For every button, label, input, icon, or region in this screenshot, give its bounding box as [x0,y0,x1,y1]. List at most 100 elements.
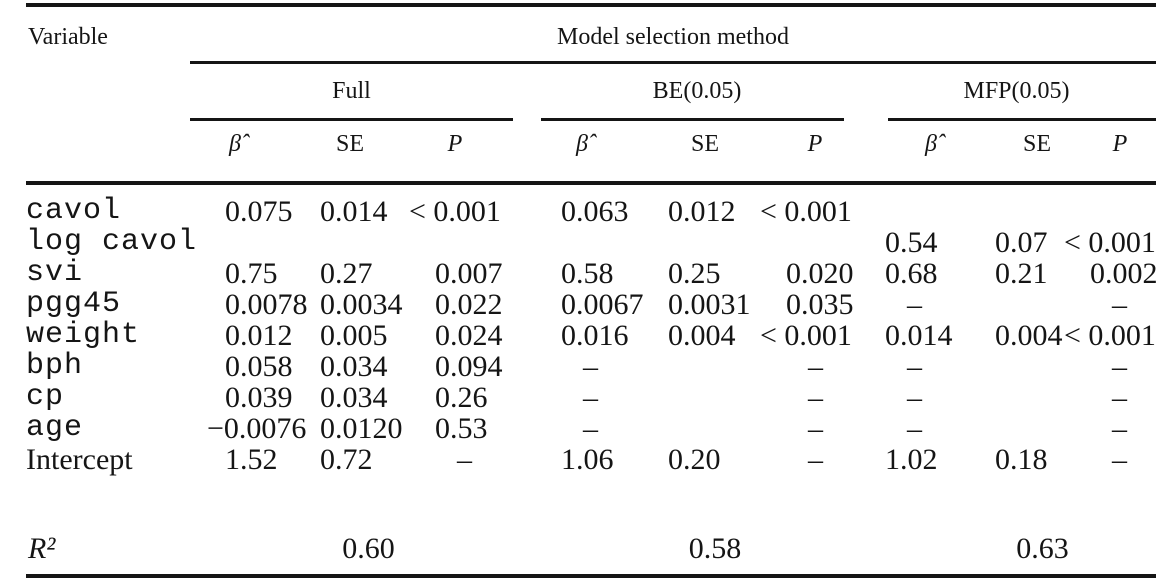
variable-label: Intercept [26,443,133,476]
cell [417,227,517,258]
col-header-be-p: P [807,131,823,157]
cell: 0.014 [885,319,953,352]
cell: 0.002 [1090,257,1158,290]
col-header-mfp-p: P [1112,131,1128,157]
empty-cell [762,533,877,564]
r-squared-label: R² [28,532,56,565]
col-header-full-beta: β̂ [229,131,241,157]
model-selection-method-header: Model selection method [557,24,789,50]
empty-cell [417,533,517,564]
cell: 0.014 [320,195,388,228]
cell: 0.039 [225,381,293,414]
cell [985,289,1090,320]
cell: < 0.001 [409,195,501,228]
cell: 0.034 [320,350,388,383]
cell: 0.0120 [320,412,403,445]
cell: – [583,412,598,445]
cell: 0.0034 [320,288,403,321]
cell: – [907,288,922,321]
group-rule-full [190,118,513,121]
table-row: bph 0.058 0.034 0.094 – – – – [26,350,1156,383]
coefficients-table: cavol 0.075 0.014 < 0.001 0.063 0.012 < … [26,194,1158,565]
cell: 0.54 [885,226,938,259]
cell [985,382,1090,413]
variable-label: svi [26,256,84,290]
cell: 0.20 [668,443,721,476]
cell [985,351,1090,382]
table-row: cavol 0.075 0.014 < 0.001 0.063 0.012 < … [26,194,1156,228]
cell [305,227,417,258]
cell: 1.52 [225,443,278,476]
cell: – [583,350,598,383]
cell: – [457,443,472,476]
cell: – [583,381,598,414]
cell: 0.07 [995,226,1048,259]
cell: 0.094 [435,350,503,383]
group-header-mfp: MFP(0.05) [963,78,1070,104]
cell [648,227,762,258]
col-header-full-se: SE [335,131,364,157]
cell: −0.0076 [207,412,307,445]
empty-cell [517,533,648,564]
cell: 0.27 [320,257,373,290]
cell: 0.53 [435,412,488,445]
cell: 0.72 [320,443,373,476]
table-row: log cavol 0.54 0.07 < 0.001 [26,226,1156,259]
bottom-rule [26,574,1156,578]
table-row: cp 0.039 0.034 0.26 – – – – [26,381,1156,414]
cell [648,382,762,413]
cell: 1.02 [885,443,938,476]
cell: 0.18 [995,443,1048,476]
cell: 0.005 [320,319,388,352]
cell: 0.21 [995,257,1048,290]
cell: 0.68 [885,257,938,290]
group-header-full: Full [332,78,371,104]
group-rule-mfp [888,118,1156,121]
cell: – [1112,412,1127,445]
empty-cell [190,533,305,564]
table-row: age −0.0076 0.0120 0.53 – – – – [26,411,1156,445]
table-row: svi 0.75 0.27 0.007 0.58 0.25 0.020 0.68… [26,256,1158,290]
cell: – [808,350,823,383]
cell: 0.075 [225,195,293,228]
cell: < 0.001 [760,195,852,228]
table-row: weight 0.012 0.005 0.024 0.016 0.004 < 0… [26,319,1156,352]
cell: – [808,412,823,445]
col-header-be-se: SE [690,131,719,157]
model-selection-method-rule [190,61,1156,64]
cell [877,196,985,227]
cell [1090,196,1156,227]
cell: 0.004 [668,319,736,352]
cell: 0.035 [786,288,854,321]
cell: – [907,381,922,414]
cell [648,413,762,444]
spacer [26,475,1156,533]
cell: < 0.001 [1064,226,1156,259]
cell: 0.58 [561,257,614,290]
variable-column-header: Variable [28,24,108,50]
cell [762,227,877,258]
spacer-row [26,475,1156,533]
cell: – [808,381,823,414]
cell [985,413,1090,444]
cell: – [1112,443,1127,476]
cell: 0.012 [225,319,293,352]
r-squared-be: 0.58 [688,532,742,565]
cell: 1.06 [561,443,614,476]
cell [190,227,305,258]
cell: – [1112,288,1127,321]
cell: 0.016 [561,319,629,352]
variable-label: age [26,411,84,445]
cell: 0.020 [786,257,854,290]
cell: 0.0078 [225,288,308,321]
cell: 0.058 [225,350,293,383]
cell: 0.25 [668,257,721,290]
col-header-mfp-beta: β̂ [925,131,937,157]
variable-label: cavol [26,194,122,228]
cell: 0.034 [320,381,388,414]
group-rule-be [541,118,844,121]
cell: 0.0031 [668,288,751,321]
col-header-full-p: P [447,131,463,157]
cell: – [907,412,922,445]
cell: 0.022 [435,288,503,321]
